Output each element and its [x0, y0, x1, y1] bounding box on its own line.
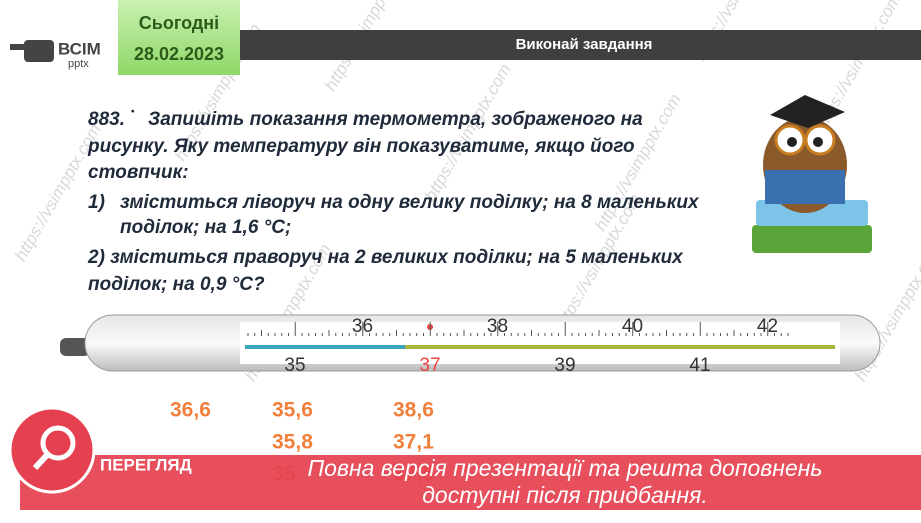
task-line: поділок; на 1,6 °С; — [120, 217, 291, 238]
badge-line: ПОПЕРЕДНІЙ — [100, 429, 213, 448]
scale-label: 42 — [757, 316, 778, 337]
logo-text: ВСІМ — [58, 39, 101, 58]
date: 28.02.2023 — [134, 44, 224, 64]
task-line: 2) зміститься праворуч на 2 великих поді… — [87, 247, 684, 268]
today-label: Сьогодні — [139, 13, 219, 33]
owl — [752, 95, 872, 253]
task-line: зміститься ліворуч на одну велику поділк… — [120, 192, 700, 213]
logo: ВСІМ pptx — [10, 39, 101, 70]
answer: 37,1 — [393, 431, 434, 454]
scale-label: 38 — [487, 316, 508, 337]
task-bullet: • — [131, 107, 135, 118]
answer: 35,6 — [272, 399, 313, 422]
answer: 35,8 — [272, 431, 313, 454]
banner-message: доступні після придбання. — [422, 482, 708, 508]
task-line: Запишіть показання термометра, зображено… — [148, 109, 643, 130]
task-number: 883. — [88, 109, 125, 130]
title-bar — [240, 30, 921, 60]
scale-label: 36 — [352, 316, 373, 337]
answer: 36,6 — [170, 399, 211, 422]
scale-label: 41 — [689, 355, 710, 376]
logo-sub: pptx — [68, 58, 89, 70]
badge-icon — [8, 406, 96, 494]
banner — [20, 455, 921, 510]
banner-message: Повна версія презентації та решта доповн… — [308, 455, 823, 481]
scale-label: 37 — [419, 355, 440, 376]
task-line: поділок; на 0,9 °С? — [88, 274, 265, 295]
scale-label: 40 — [622, 316, 643, 337]
answer: 38,6 — [393, 399, 434, 422]
slide-title: Виконай завдання — [516, 36, 653, 53]
scale-label: 39 — [554, 355, 575, 376]
scale-label: 35 — [284, 355, 305, 376]
watermark: https://vsimpptx.com — [421, 61, 515, 205]
badge-line: ПЕРЕГЛЯД — [100, 455, 192, 474]
date-box — [118, 0, 240, 75]
task-line: 1) — [88, 192, 105, 213]
task-line: стовпчик: — [88, 162, 189, 183]
thermometer: 36 38 40 42 35 37 39 41 — [60, 314, 881, 376]
task-line: рисунку. Яку температуру він показуватим… — [87, 136, 635, 157]
task-text: Запишіть показання термометра, зображено… — [87, 109, 700, 295]
